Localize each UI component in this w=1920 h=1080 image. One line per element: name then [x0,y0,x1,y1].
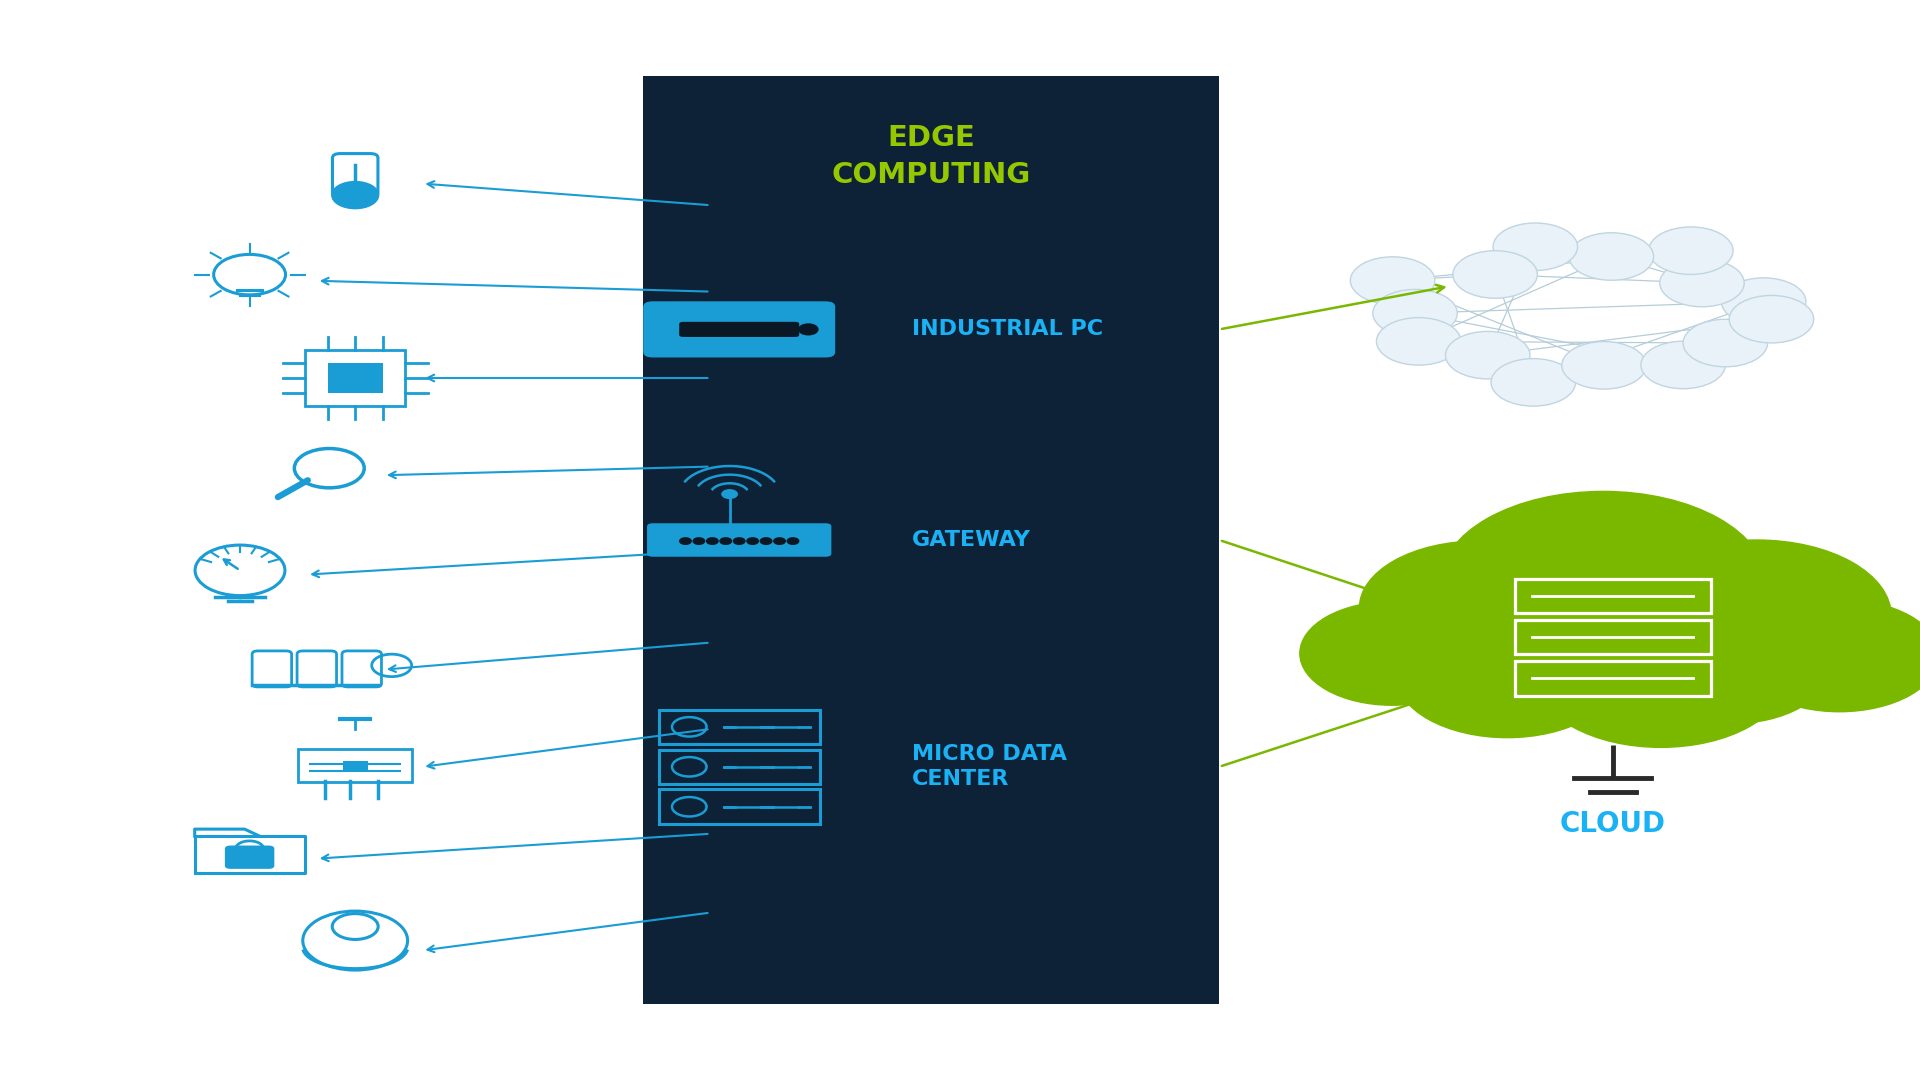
Circle shape [774,538,785,544]
Circle shape [1492,359,1576,406]
Circle shape [693,538,705,544]
Circle shape [1636,616,1828,724]
Circle shape [707,538,718,544]
FancyBboxPatch shape [643,301,835,357]
Circle shape [1494,222,1578,270]
Circle shape [1440,491,1766,675]
FancyBboxPatch shape [328,363,382,393]
Circle shape [1350,257,1434,305]
Text: INDUSTRIAL PC: INDUSTRIAL PC [912,320,1104,339]
Circle shape [1561,341,1645,389]
Circle shape [1642,341,1726,389]
Circle shape [1446,332,1530,379]
Circle shape [1373,289,1457,337]
Circle shape [1684,320,1768,367]
Circle shape [720,538,732,544]
Circle shape [722,489,737,499]
FancyBboxPatch shape [342,761,369,770]
Circle shape [1453,251,1538,298]
Circle shape [1300,602,1484,705]
FancyBboxPatch shape [680,322,799,337]
Circle shape [733,538,745,544]
Circle shape [747,538,758,544]
Circle shape [787,538,799,544]
Circle shape [1396,612,1619,738]
Circle shape [1377,318,1461,365]
Circle shape [1622,540,1891,691]
Text: MICRO DATA
CENTER: MICRO DATA CENTER [912,744,1068,789]
FancyBboxPatch shape [225,846,275,868]
Circle shape [1359,541,1597,675]
Circle shape [1569,233,1653,281]
Circle shape [1722,278,1807,325]
Circle shape [760,538,772,544]
Text: EDGE
COMPUTING: EDGE COMPUTING [831,124,1031,189]
Circle shape [1536,607,1786,747]
Text: CLOUD: CLOUD [1559,810,1667,838]
Circle shape [1659,259,1743,307]
Circle shape [1649,227,1734,274]
Circle shape [332,183,378,207]
Circle shape [799,324,818,335]
FancyBboxPatch shape [647,523,831,557]
Circle shape [1730,296,1814,343]
Circle shape [1740,599,1920,712]
FancyBboxPatch shape [643,76,1219,1004]
Text: GATEWAY: GATEWAY [912,530,1031,550]
Circle shape [680,538,691,544]
